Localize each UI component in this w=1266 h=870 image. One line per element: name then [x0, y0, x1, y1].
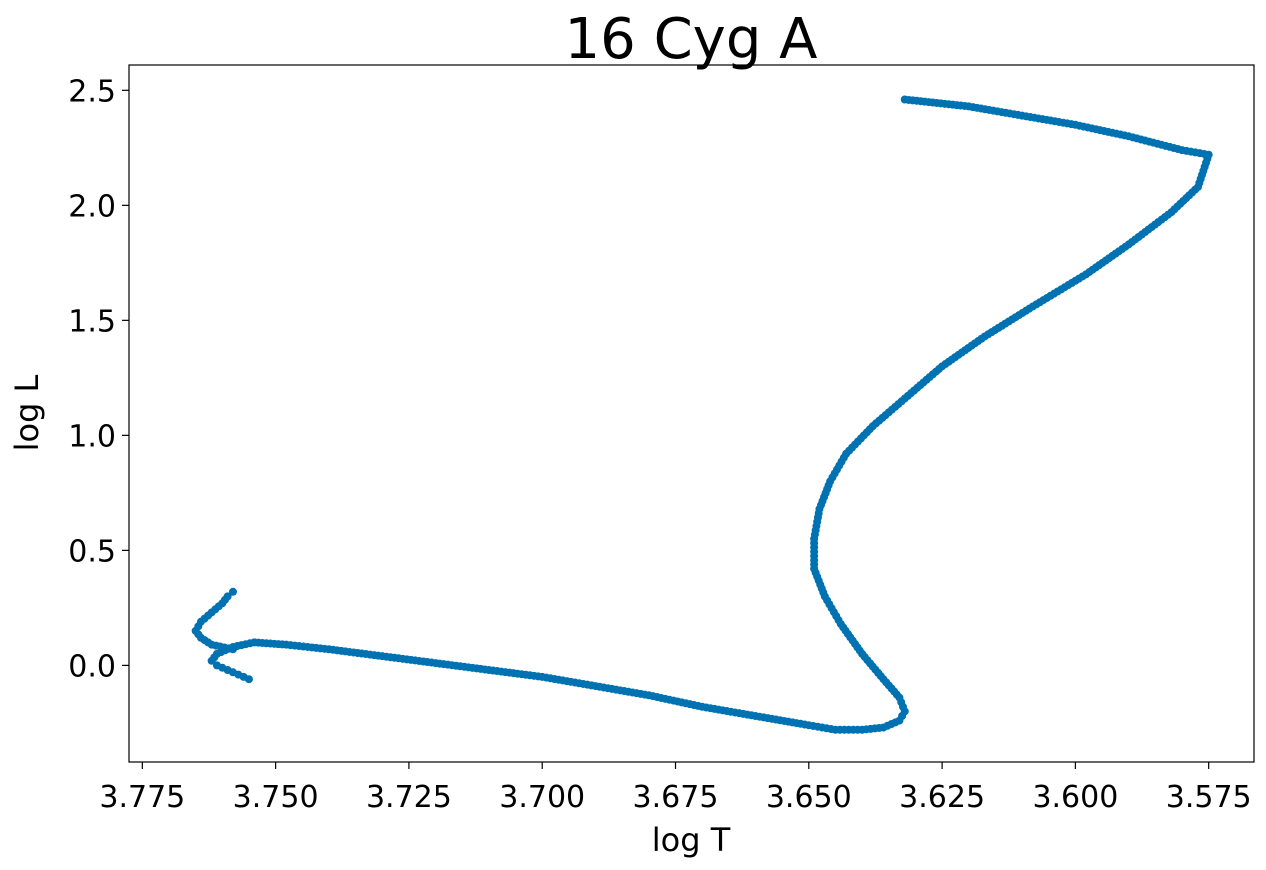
chart-title: 16 Cyg A: [565, 7, 818, 72]
plot-frame: [128, 64, 1255, 763]
x-tick-label: 3.575: [1166, 780, 1252, 815]
data-point: [900, 95, 909, 104]
y-tick-label: 0.5: [68, 534, 116, 569]
x-tick-label: 3.700: [499, 780, 585, 815]
x-tick-label: 3.750: [233, 780, 319, 815]
y-tick-label: 1.5: [68, 304, 116, 339]
x-tick-label: 3.725: [366, 780, 452, 815]
data-points: [191, 95, 1213, 734]
x-tick-label: 3.675: [633, 780, 719, 815]
x-axis-label: log T: [652, 821, 731, 859]
x-tick-label: 3.625: [899, 780, 985, 815]
y-tick-label: 0.0: [68, 649, 116, 684]
x-tick-label: 3.775: [99, 780, 185, 815]
data-point: [223, 592, 232, 601]
x-tick-label: 3.650: [766, 780, 852, 815]
x-axis-ticks: 3.775 3.750 3.725 3.700 3.675 3.650 3.625 3.600…: [99, 762, 1252, 815]
data-point: [228, 587, 237, 596]
y-tick-label: 1.0: [68, 419, 116, 454]
y-tick-label: 2.0: [68, 189, 116, 224]
x-tick-label: 3.600: [1032, 780, 1118, 815]
y-tick-label: 2.5: [68, 74, 116, 109]
y-axis-label: log L: [8, 374, 46, 451]
data-point: [212, 661, 221, 670]
y-axis-ticks: 0.0 0.5 1.0 1.5 2.0 2.5: [68, 74, 129, 684]
